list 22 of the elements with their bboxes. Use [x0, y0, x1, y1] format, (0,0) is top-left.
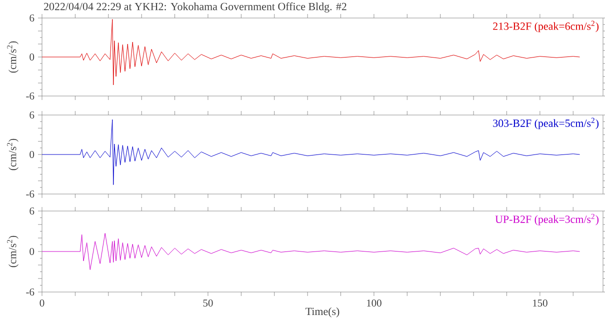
y-tick-label: 0	[30, 53, 34, 61]
y-tick-label: 0	[30, 150, 34, 158]
y-tick-label: 6	[30, 207, 34, 215]
chart-title: 2022/04/04 22:29 at YKH2: Yokohama Government Office Bldg. #2	[44, 2, 346, 12]
y-tick-label: 6	[30, 14, 34, 22]
y-axis-title: (cm/s$^{2}$)	[7, 236, 18, 268]
y-tick-label: 0	[30, 248, 34, 256]
x-axis-title: Time(s)	[306, 307, 340, 318]
line-series	[42, 233, 580, 270]
y-tick-label: -6	[26, 288, 34, 296]
y-tick-label: -6	[26, 190, 34, 198]
x-tick-label: 0	[40, 300, 44, 307]
x-tick-label: 150	[533, 300, 548, 307]
x-tick-label: 50	[203, 300, 213, 307]
y-axis-title: (cm/s$^{2}$)	[7, 138, 18, 170]
x-tick-label: 100	[367, 300, 382, 307]
text: UP-B2F (peak=3cm/s$^{2}$)	[495, 214, 599, 226]
text: 303-B2F (peak=5cm/s$^{2}$)	[493, 118, 599, 130]
y-axis-title: (cm/s$^{2}$)	[7, 41, 18, 73]
text: 213-B2F (peak=6cm/s$^{2}$)	[493, 20, 599, 32]
y-tick-label: -6	[26, 92, 34, 100]
y-tick-label: 6	[30, 111, 34, 119]
